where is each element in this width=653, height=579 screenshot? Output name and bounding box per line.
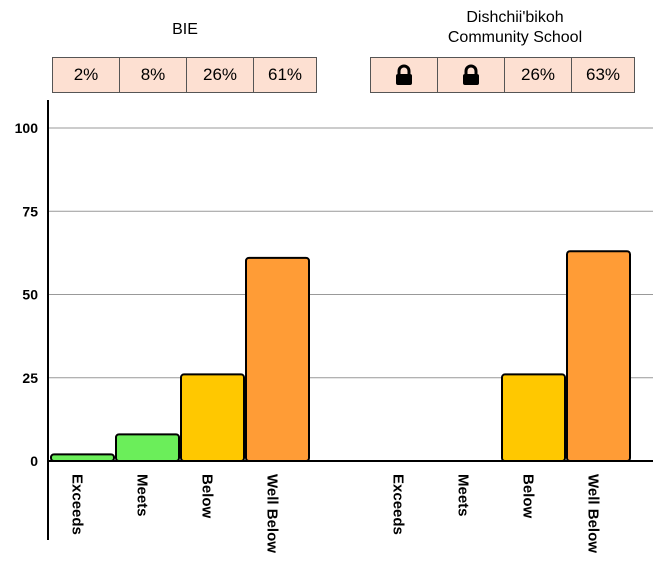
category-label: Well Below [264, 474, 281, 553]
y-tick-label: 50 [22, 287, 38, 303]
bar-below [501, 373, 566, 463]
category-label: Below [520, 474, 537, 519]
percent-label-cell: 26% [504, 57, 571, 93]
percent-row-bie: 2% 8% 26% 61% [52, 57, 317, 93]
bar-exceeds [50, 453, 115, 462]
percent-label-cell: 61% [253, 57, 317, 93]
panel-title-school: Dishchii'bikoh Community School [390, 8, 640, 48]
category-label: Meets [134, 474, 151, 517]
bar-well-below [566, 250, 631, 462]
category-label: Exceeds [69, 474, 86, 535]
category-label: Meets [455, 474, 472, 517]
panel-title-school-line2: Community School [447, 29, 583, 46]
panel-title-bie: BIE [172, 21, 198, 38]
percent-label-cell: 26% [186, 57, 253, 93]
bar-meets [115, 433, 180, 462]
y-tick-label: 75 [22, 203, 38, 219]
bar-well-below [245, 256, 310, 462]
y-tick-label: 100 [15, 120, 39, 136]
lock-icon [437, 57, 504, 93]
y-tick-label: 25 [22, 370, 38, 386]
category-label: Well Below [585, 474, 602, 553]
y-tick-label: 0 [30, 453, 38, 469]
percent-label-cell: 2% [52, 57, 119, 93]
bar-below [180, 373, 245, 463]
percent-label-cell: 8% [119, 57, 186, 93]
percent-label-cell: 63% [571, 57, 635, 93]
lock-icon [370, 57, 437, 93]
panel-title-school-line1: Dishchii'bikoh [466, 9, 564, 26]
category-label: Exceeds [390, 474, 407, 535]
percent-row-school: 26% 63% [370, 57, 635, 93]
category-label: Below [199, 474, 216, 519]
